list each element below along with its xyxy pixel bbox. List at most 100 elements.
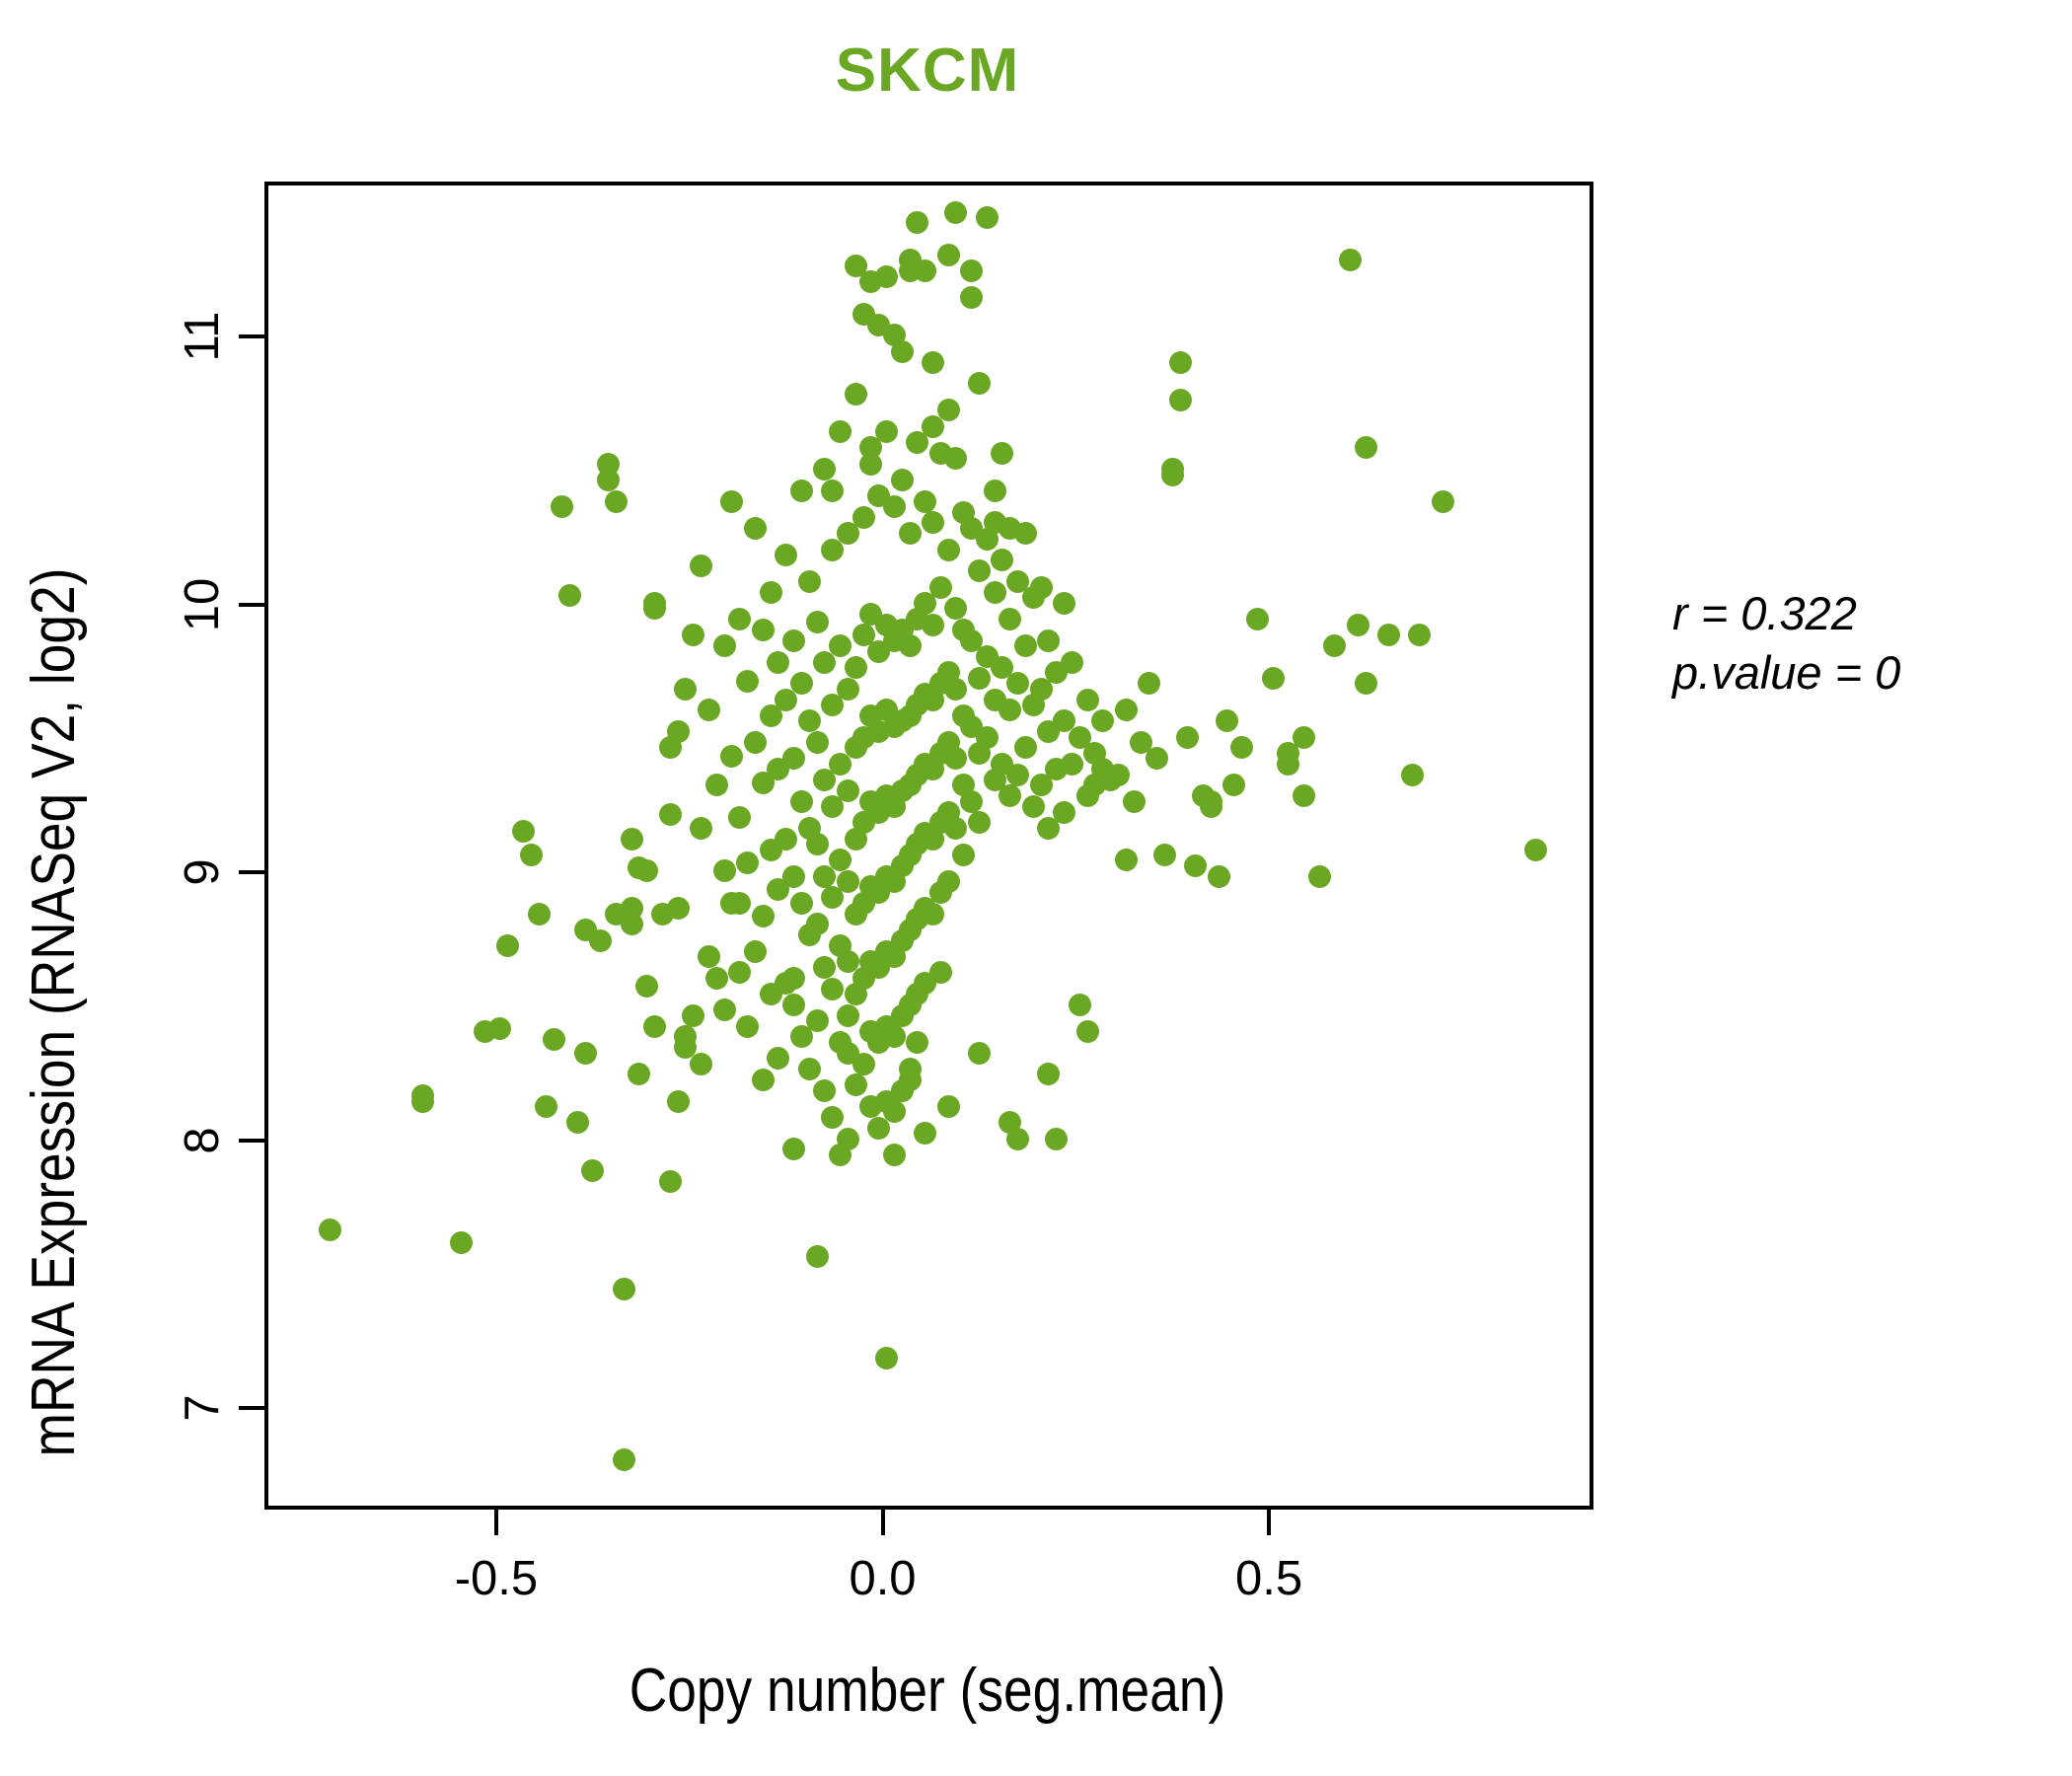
scatter-point — [1021, 795, 1045, 819]
scatter-point — [1199, 789, 1222, 813]
x-axis-tick-mark — [1267, 1510, 1272, 1535]
scatter-point — [936, 870, 960, 894]
scatter-point — [604, 902, 628, 925]
scatter-point — [960, 259, 984, 283]
scatter-point — [743, 516, 767, 540]
scatter-point — [720, 744, 744, 768]
scatter-point — [1106, 763, 1130, 786]
scatter-point — [1006, 570, 1030, 594]
scatter-point — [1277, 741, 1300, 765]
y-axis-tick-mark — [239, 602, 264, 607]
scatter-point — [628, 1063, 651, 1086]
scatter-point — [844, 383, 867, 407]
scatter-point — [797, 709, 821, 733]
scatter-point — [789, 672, 813, 696]
scatter-point — [635, 974, 659, 998]
scatter-point — [1168, 388, 1192, 411]
pvalue-value: p.value = 0 — [1672, 646, 1901, 700]
scatter-point — [805, 1009, 829, 1033]
scatter-point — [751, 618, 775, 641]
scatter-point — [565, 1111, 589, 1135]
scatter-point — [1215, 709, 1238, 733]
scatter-point — [1060, 650, 1083, 674]
scatter-point — [1091, 709, 1115, 733]
scatter-point — [411, 1084, 435, 1108]
scatter-point — [782, 1138, 806, 1161]
scatter-point — [551, 495, 574, 519]
scatter-point — [658, 803, 682, 827]
scatter-point — [759, 580, 782, 604]
scatter-point — [1037, 1063, 1061, 1086]
scatter-point — [557, 583, 581, 607]
scatter-point — [1292, 784, 1315, 808]
scatter-point — [805, 833, 829, 856]
y-axis-tick-mark — [239, 870, 264, 875]
scatter-point — [999, 699, 1022, 722]
scatter-point — [658, 1170, 682, 1193]
scatter-point — [906, 1030, 929, 1054]
scatter-point — [759, 703, 782, 727]
scatter-point — [821, 886, 845, 910]
scatter-point — [597, 469, 621, 491]
scatter-point — [1400, 763, 1424, 786]
scatter-point — [928, 961, 952, 985]
scatter-point — [604, 489, 628, 513]
scatter-point — [1176, 725, 1200, 749]
scatter-point — [999, 608, 1022, 631]
scatter-point — [967, 666, 991, 690]
scatter-point — [944, 597, 968, 621]
scatter-point — [704, 966, 728, 990]
scatter-point — [952, 843, 976, 866]
scatter-point — [875, 1347, 898, 1370]
scatter-point — [967, 1041, 991, 1065]
scatter-point — [612, 1277, 635, 1300]
scatter-point — [1354, 672, 1377, 696]
scatter-point — [836, 677, 859, 701]
scatter-point — [914, 1122, 937, 1146]
scatter-point — [496, 934, 520, 958]
scatter-point — [922, 414, 944, 438]
scatter-point — [844, 254, 867, 277]
scatter-point — [890, 339, 914, 363]
x-axis-title: Copy number (seg.mean) — [629, 1657, 1226, 1725]
scatter-point — [1006, 672, 1030, 696]
scatter-point — [1053, 800, 1076, 824]
scatter-point — [967, 811, 991, 835]
scatter-point — [728, 608, 752, 631]
scatter-point — [1006, 1127, 1030, 1150]
scatter-point — [983, 511, 1006, 535]
scatter-point — [789, 789, 813, 813]
scatter-point — [767, 650, 790, 674]
scatter-point — [914, 489, 937, 513]
scatter-point — [1075, 688, 1099, 711]
scatter-point — [635, 859, 659, 883]
scatter-point — [813, 864, 837, 888]
x-axis-tick-mark — [493, 1510, 498, 1535]
scatter-point — [890, 469, 914, 491]
scatter-point — [875, 420, 898, 444]
scatter-point — [1006, 763, 1030, 786]
scatter-point — [789, 1025, 813, 1049]
scatter-point — [543, 1028, 566, 1052]
scatter-point — [922, 613, 944, 636]
scatter-point — [936, 244, 960, 267]
scatter-point — [589, 928, 613, 952]
scatter-point — [666, 897, 690, 921]
scatter-point — [1114, 699, 1138, 722]
scatter-point — [875, 264, 898, 288]
scatter-point — [1114, 849, 1138, 872]
scatter-point — [573, 1041, 597, 1065]
scatter-point — [813, 458, 837, 481]
scatter-point — [789, 479, 813, 502]
scatter-point — [1431, 489, 1454, 513]
scatter-point — [983, 479, 1006, 502]
scatter-point — [1338, 249, 1362, 272]
scatter-point — [775, 827, 798, 851]
scatter-point — [936, 1095, 960, 1119]
scatter-point — [1323, 634, 1347, 658]
scatter-point — [991, 549, 1014, 572]
scatter-point — [736, 669, 760, 693]
scatter-point — [898, 634, 922, 658]
y-axis-tick-mark — [239, 334, 264, 339]
